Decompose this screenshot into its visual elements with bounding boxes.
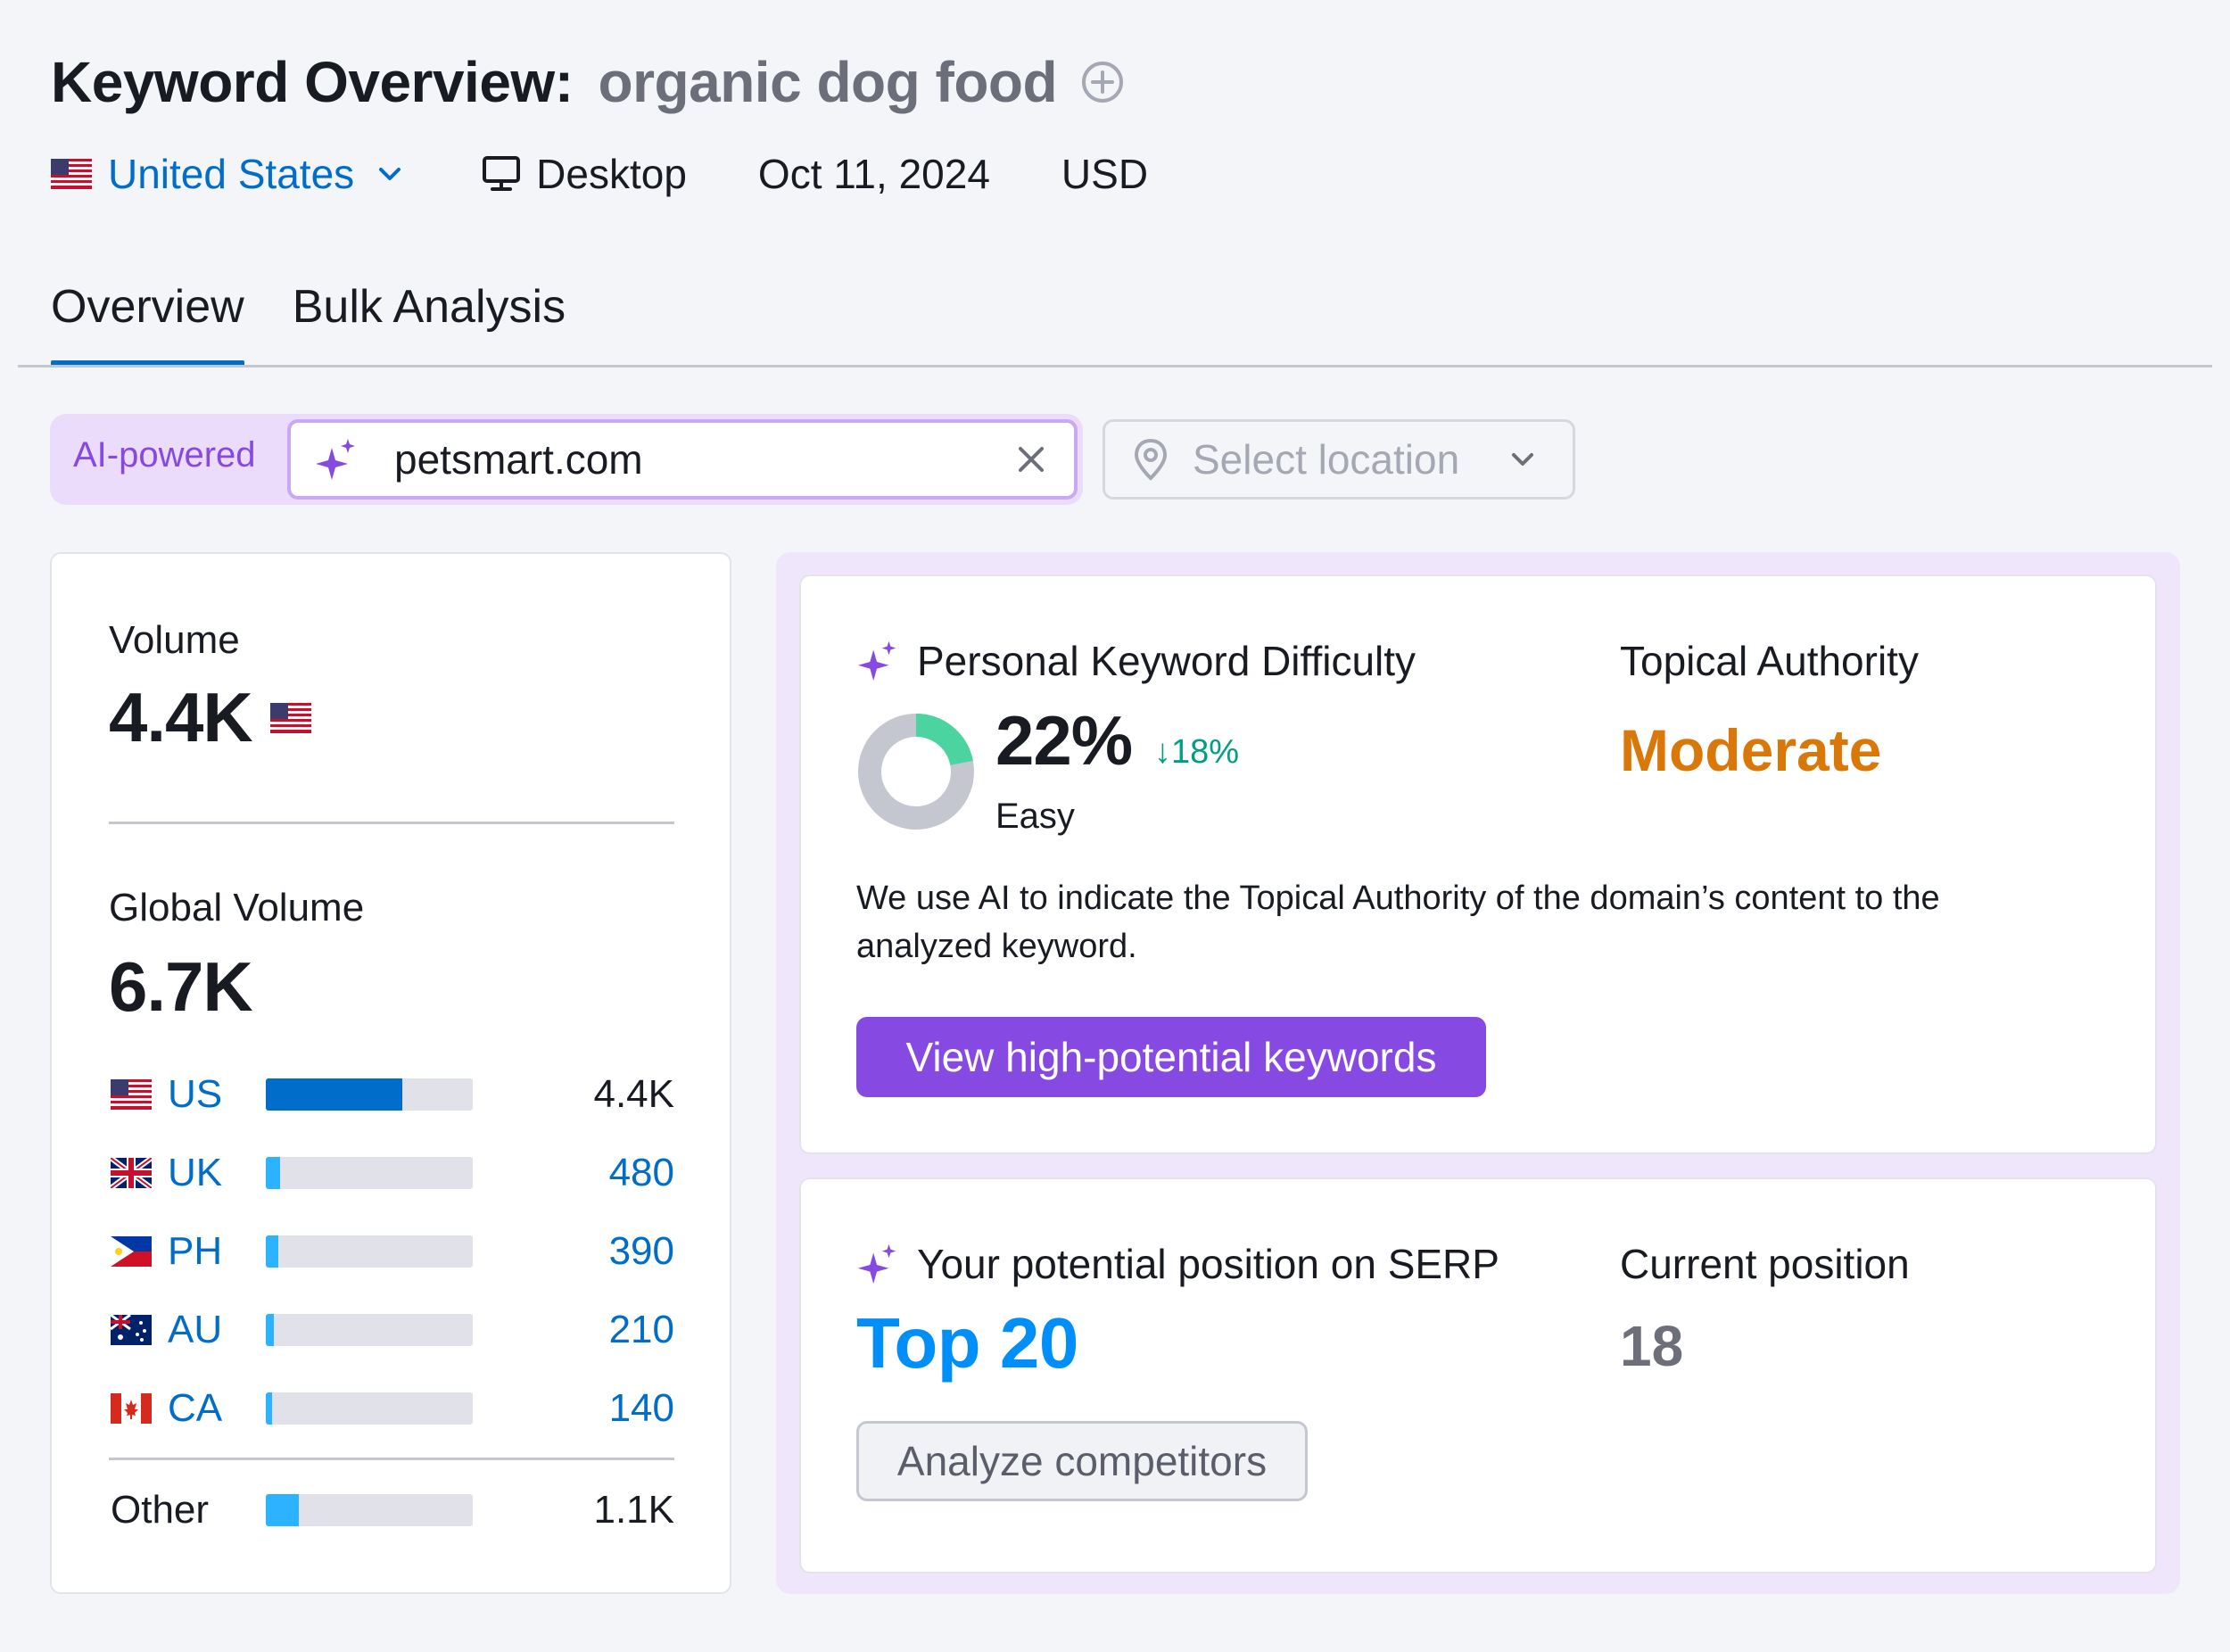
difficulty-donut — [858, 714, 974, 830]
country-row-other: Other 1.1K — [111, 1483, 674, 1537]
us-flag-icon — [111, 1079, 152, 1110]
country-row-us[interactable]: US 4.4K — [111, 1068, 674, 1121]
serp-position-card — [799, 1177, 2157, 1574]
volume-bar — [266, 1314, 473, 1346]
chevron-down-icon — [1512, 453, 1533, 466]
ai-powered-badge: AI-powered — [73, 435, 256, 475]
volume-bar-fill — [266, 1235, 278, 1268]
tabs-divider — [18, 365, 2212, 368]
chevron-down-icon — [379, 168, 401, 180]
device-label: Desktop — [536, 151, 687, 197]
country-code[interactable]: CA — [168, 1386, 223, 1430]
tab-bulk-analysis[interactable]: Bulk Analysis — [292, 281, 566, 333]
country-code[interactable]: US — [168, 1072, 223, 1116]
desktop-icon — [483, 156, 521, 191]
volume-bar — [266, 1157, 473, 1189]
us-flag-icon — [269, 702, 311, 733]
date-label: Oct 11, 2024 — [757, 151, 990, 197]
volume-bar-fill — [266, 1494, 300, 1526]
sparkle-icon — [857, 1243, 896, 1284]
volume-bar — [266, 1078, 473, 1111]
tab-bar: Overview Bulk Analysis — [51, 268, 566, 368]
pkd-change: ↓18% — [1154, 733, 1239, 772]
volume-value: 4.4K — [109, 678, 253, 756]
current-position-label: Current position — [1620, 1241, 1910, 1287]
volume-bar — [266, 1494, 473, 1526]
global-volume-value: 6.7K — [109, 947, 253, 1026]
divider — [109, 1458, 674, 1460]
analyze-competitors-button[interactable]: Analyze competitors — [856, 1421, 1308, 1501]
serp-potential-heading: Your potential position on SERP — [856, 1240, 1499, 1288]
domain-input[interactable]: petsmart.com — [287, 419, 1078, 500]
currency-label: USD — [1061, 151, 1149, 197]
country-row-ph[interactable]: PH 390 — [111, 1225, 674, 1278]
country-row-ca[interactable]: CA 140 — [111, 1382, 674, 1435]
location-placeholder: Select location — [1193, 436, 1460, 483]
close-icon[interactable] — [1013, 442, 1049, 477]
country-row-au[interactable]: AU 210 — [111, 1303, 674, 1357]
au-flag-icon — [111, 1315, 152, 1345]
volume-card: Volume 4.4K Global Volume 6.7K US 4.4K — [50, 552, 731, 1594]
global-volume-label: Global Volume — [109, 886, 365, 929]
ph-flag-icon — [111, 1236, 152, 1267]
country-code[interactable]: UK — [168, 1151, 223, 1194]
arrow-down-icon: ↓ — [1154, 733, 1171, 771]
ca-flag-icon — [111, 1393, 152, 1424]
country-volume[interactable]: 210 — [608, 1308, 674, 1351]
keyword-title: organic dog food — [598, 50, 1058, 114]
other-label: Other — [111, 1488, 210, 1532]
pkd-heading: Personal Keyword Difficulty — [856, 637, 1416, 685]
country-row-uk[interactable]: UK 480 — [111, 1146, 674, 1200]
volume-bar-fill — [266, 1078, 403, 1111]
volume-bar — [266, 1235, 473, 1268]
location-select[interactable]: Select location — [1103, 419, 1575, 500]
country-code[interactable]: AU — [168, 1308, 223, 1351]
volume-bar-fill — [266, 1314, 275, 1346]
pkd-label: Personal Keyword Difficulty — [917, 638, 1416, 684]
domain-input-value[interactable]: petsmart.com — [394, 436, 643, 483]
volume-bar-fill — [266, 1157, 281, 1189]
country-volume[interactable]: 140 — [608, 1386, 674, 1430]
volume-bar — [266, 1392, 473, 1425]
donut-fill — [858, 714, 974, 830]
country-code[interactable]: PH — [168, 1229, 223, 1273]
other-volume: 1.1K — [593, 1488, 674, 1532]
ai-domain-search: AI-powered petsmart.com — [50, 414, 1083, 505]
view-high-potential-keywords-button[interactable]: View high-potential keywords — [856, 1017, 1486, 1097]
location-pin-icon — [1134, 438, 1168, 481]
meta-row: United States Desktop Oct 11, 2024 USD — [51, 147, 1148, 201]
country-volume: 4.4K — [593, 1072, 674, 1116]
device-indicator: Desktop — [481, 150, 687, 198]
uk-flag-icon — [111, 1158, 152, 1188]
plus-circle-icon[interactable] — [1080, 60, 1125, 104]
topical-authority-label: Topical Authority — [1620, 638, 1919, 684]
page-title: Keyword Overview: — [51, 50, 574, 114]
us-flag-icon — [51, 159, 92, 189]
topical-authority-value: Moderate — [1620, 717, 1882, 783]
serp-potential-label: Your potential position on SERP — [917, 1241, 1499, 1287]
topical-authority-heading: Topical Authority — [1620, 637, 1919, 685]
pkd-level: Easy — [995, 797, 1075, 836]
current-position-value: 18 — [1620, 1314, 1684, 1378]
page-title-row: Keyword Overview: organic dog food — [51, 46, 1125, 118]
pkd-change-value: 18% — [1171, 733, 1240, 771]
sparkle-icon — [316, 439, 355, 480]
ai-description: We use AI to indicate the Topical Author… — [856, 880, 1940, 965]
country-volume[interactable]: 390 — [608, 1229, 674, 1273]
volume-value-row: 4.4K — [109, 677, 311, 758]
current-position-heading: Current position — [1620, 1240, 1910, 1288]
sparkle-icon — [857, 640, 896, 681]
database-select[interactable]: United States — [51, 150, 406, 198]
tab-overview[interactable]: Overview — [51, 268, 244, 368]
volume-label: Volume — [109, 618, 240, 662]
serp-potential-value: Top 20 — [856, 1303, 1078, 1383]
volume-bar-fill — [266, 1392, 272, 1425]
pkd-value: 22% — [995, 701, 1133, 780]
divider — [109, 822, 674, 824]
database-label: United States — [108, 151, 355, 197]
country-volume[interactable]: 480 — [608, 1151, 674, 1194]
